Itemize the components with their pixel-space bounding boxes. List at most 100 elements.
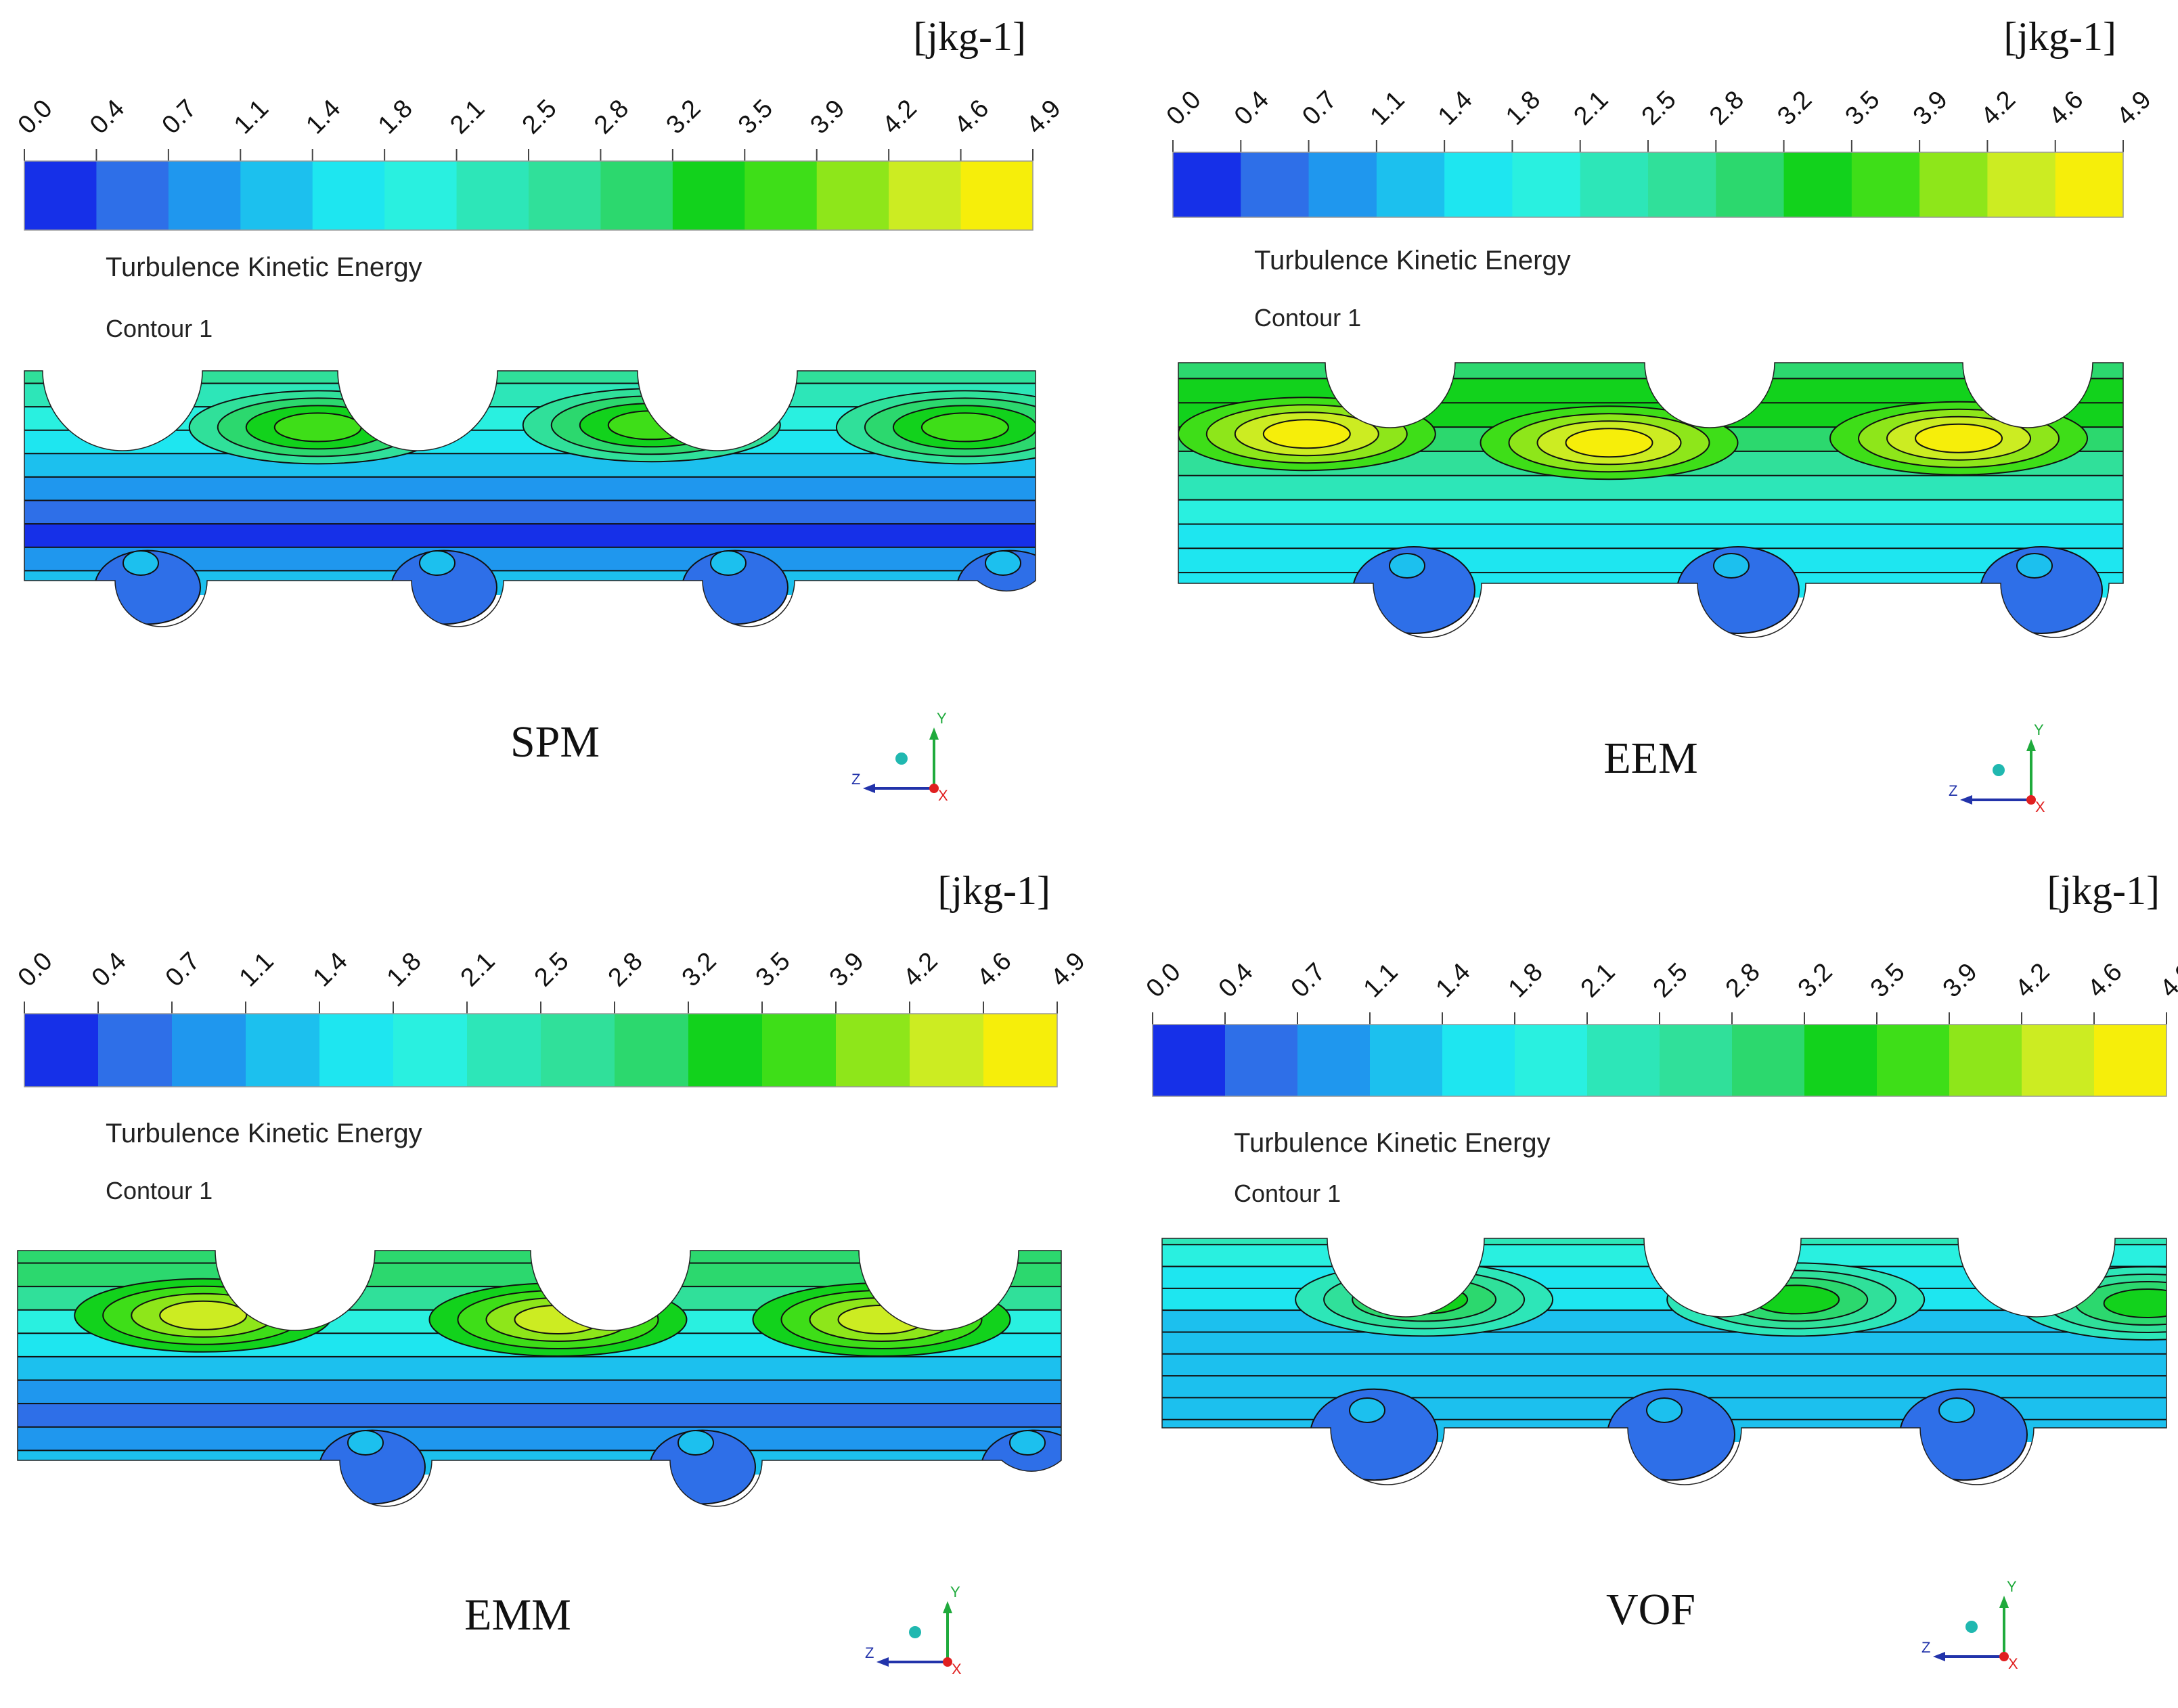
- contour-field: [18, 1251, 1061, 1505]
- tick-label: 0.7: [1286, 958, 1331, 1003]
- legend-color-segment: [96, 161, 169, 230]
- axes-triad-icon: Y Z X: [865, 1583, 962, 1678]
- tick-label: 4.9: [2112, 85, 2157, 131]
- tick-label: 0.4: [87, 947, 132, 992]
- tick-label: 1.8: [1503, 958, 1549, 1003]
- contour-plot-spm: [jkg-1] 0.0 0.4 0.7 1.1 1.4 1.8 2.1 2.5 2.8 3.2 3.5…: [13, 14, 1067, 804]
- contour-peak: [1915, 423, 2003, 453]
- contour-band: [1162, 1238, 2166, 1246]
- tick-label: 2.8: [1720, 958, 1766, 1003]
- legend-color-segment: [1173, 152, 1241, 217]
- model-label: EEM: [1603, 734, 1697, 783]
- legend-color-segment: [960, 161, 1034, 230]
- tick-label: 4.6: [972, 947, 1017, 992]
- model-label: SPM: [510, 717, 600, 767]
- domain-outline: [17, 1250, 1062, 1507]
- axes-triad-icon: Y Z X: [851, 710, 948, 804]
- tick-label: 2.1: [1568, 85, 1614, 131]
- unit-label: [jkg-1]: [913, 14, 1026, 59]
- legend-color-segment: [1783, 152, 1852, 217]
- legend-color-segment: [1376, 152, 1445, 217]
- tick-label: 1.1: [234, 947, 280, 992]
- contour-vortex-core: [710, 550, 747, 576]
- legend-color-segment: [1648, 152, 1716, 217]
- tick-label: 2.5: [1637, 85, 1682, 131]
- axis-z-label: Z: [851, 771, 860, 788]
- panel-emm: [jkg-1] 0.0 0.4 0.7 1.1 1.4 1.8 2.1 2.5 2.8 3.2 3.5…: [0, 854, 1089, 1708]
- axis-y-label: Y: [2034, 721, 2044, 738]
- tick-label: 1.4: [1431, 958, 1476, 1003]
- contour-band: [24, 371, 1036, 384]
- panel-vof: [jkg-1] 0.0 0.4 0.7 1.1 1.4 1.8 2.1 2.5 2.8 3.2 3.5…: [1089, 854, 2178, 1708]
- legend-color-segment: [240, 161, 313, 230]
- contour-label: Contour 1: [1254, 304, 1361, 332]
- tick-label: 3.9: [1938, 958, 1983, 1003]
- tick-label: 4.9: [1021, 94, 1067, 139]
- legend-color-segment: [1512, 152, 1581, 217]
- tick-label: 4.6: [2043, 85, 2089, 131]
- tick-label: 4.9: [2155, 958, 2178, 1003]
- legend-color-segment: [456, 161, 529, 230]
- legend-color-segment: [384, 161, 458, 230]
- variable-label: Turbulence Kinetic Energy: [106, 1119, 422, 1148]
- tick-label: 3.2: [661, 94, 707, 139]
- legend-frame: [1172, 152, 2124, 218]
- legend-color-segment: [1580, 152, 1649, 217]
- legend-color-segment: [1732, 1025, 1805, 1096]
- legend-color-segment: [1919, 152, 1988, 217]
- contour-band: [1178, 572, 2123, 598]
- tick-label: 0.4: [85, 94, 130, 139]
- panel-eem: [jkg-1] 0.0 0.4 0.7 1.1 1.4 1.8 2.1 2.5 2.8 3.2 3.5…: [1089, 0, 2178, 854]
- axis-z-label: Z: [1949, 782, 1957, 799]
- legend-color-segment: [910, 1014, 984, 1087]
- tick-label: 3.5: [1840, 85, 1886, 131]
- contour-band: [24, 500, 1036, 525]
- tick-label: 1.8: [382, 947, 427, 992]
- tick-label: 1.8: [373, 94, 418, 139]
- contour-band: [1162, 1353, 2166, 1377]
- legend-frame: [1152, 1024, 2167, 1097]
- contour-band: [18, 1403, 1061, 1428]
- legend-color-segment: [1515, 1025, 1588, 1096]
- legend-color-segment: [744, 161, 818, 230]
- legend-frame: [24, 1013, 1058, 1087]
- model-label: VOF: [1606, 1585, 1695, 1634]
- legend-color-segment: [762, 1014, 837, 1087]
- contour-vortex-core: [985, 550, 1021, 576]
- contour-label: Contour 1: [106, 1177, 213, 1205]
- tick-label: 4.6: [2083, 958, 2128, 1003]
- tick-label: 1.4: [1433, 85, 1478, 131]
- contour-vortex-core: [677, 1430, 714, 1456]
- legend-color-segment: [1804, 1025, 1877, 1096]
- unit-label: [jkg-1]: [2003, 14, 2116, 59]
- domain-outline: [24, 370, 1036, 627]
- tick-label: 2.1: [1576, 958, 1621, 1003]
- legend-color-segment: [541, 1014, 615, 1087]
- tick-label: 3.9: [824, 947, 870, 992]
- contour-band: [1178, 548, 2123, 574]
- legend-color-segment: [467, 1014, 541, 1087]
- contour-vortex-core: [1009, 1430, 1046, 1456]
- contour-vortex-core: [1938, 1397, 1975, 1423]
- axis-z-label: Z: [1921, 1639, 1930, 1656]
- tick-label: 1.1: [229, 94, 274, 139]
- legend-color-segment: [2055, 152, 2124, 217]
- legend-color-segment: [312, 161, 385, 230]
- tick-label: 3.2: [1793, 958, 1838, 1003]
- legend-color-segment: [889, 161, 962, 230]
- domain-outline: [1178, 362, 2124, 638]
- contour-plot-vof: [jkg-1] 0.0 0.4 0.7 1.1 1.4 1.8 2.1 2.5 2.8 3.2 3.5…: [1141, 868, 2178, 1672]
- axis-y-label: Y: [2007, 1578, 2017, 1595]
- contour-label: Contour 1: [1234, 1179, 1341, 1207]
- tick-label: 2.1: [455, 947, 501, 992]
- legend-color-segment: [1444, 152, 1513, 217]
- contour-vortex-core: [1349, 1397, 1385, 1423]
- legend-color-segment: [319, 1014, 394, 1087]
- legend-color-segment: [816, 161, 889, 230]
- contour-peak: [837, 1305, 926, 1334]
- contour-field: [1178, 363, 2123, 634]
- legend-color-segment: [836, 1014, 910, 1087]
- tick-label: 1.4: [301, 94, 346, 139]
- variable-label: Turbulence Kinetic Energy: [1234, 1128, 1551, 1158]
- axes-triad-icon: Y Z X: [1949, 721, 2045, 815]
